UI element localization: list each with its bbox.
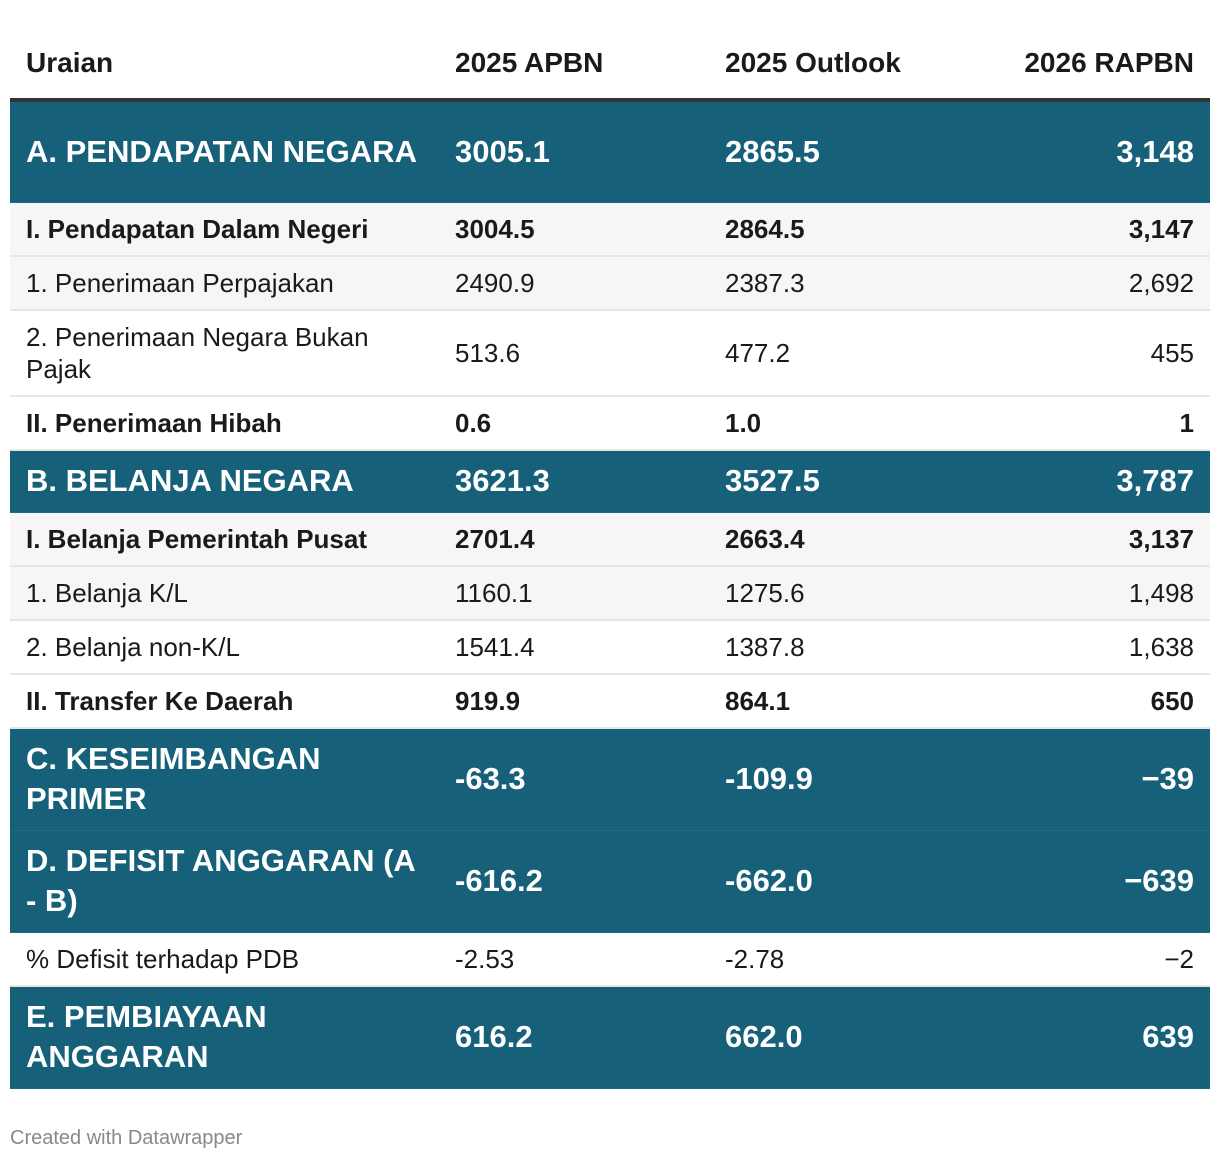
cell-2025-outlook: 2387.3 [709, 256, 979, 311]
cell-2026-rapbn: 650 [979, 674, 1210, 729]
cell-2025-outlook: 2864.5 [709, 202, 979, 257]
cell-2025-apbn: 2490.9 [439, 256, 709, 311]
cell-2025-apbn: 616.2 [439, 986, 709, 1089]
table-row: 1. Belanja K/L 1160.1 1275.6 1,498 [10, 566, 1210, 621]
budget-table-container: Uraian 2025 APBN 2025 Outlook 2026 RAPBN… [10, 28, 1210, 1089]
table-row: I. Belanja Pemerintah Pusat 2701.4 2663.4 3… [10, 512, 1210, 567]
cell-2026-rapbn: 1 [979, 396, 1210, 451]
cell-2025-apbn: -616.2 [439, 830, 709, 933]
cell-2025-apbn: 0.6 [439, 396, 709, 451]
header-2025-apbn[interactable]: 2025 APBN [439, 28, 709, 102]
table-row: II. Transfer Ke Daerah 919.9 864.1 650 [10, 674, 1210, 729]
table-row: A. PENDAPATAN NEGARA 3005.1 2865.5 3,148 [10, 100, 1210, 203]
cell-uraian: 2. Penerimaan Negara Bukan Pajak [10, 310, 439, 397]
cell-2025-outlook: 3527.5 [709, 450, 979, 513]
cell-2025-apbn: 513.6 [439, 310, 709, 397]
table-row: D. DEFISIT ANGGARAN (A - B) -616.2 -662.0−… [10, 830, 1210, 933]
cell-2026-rapbn: 1,638 [979, 620, 1210, 675]
cell-2025-apbn: -63.3 [439, 728, 709, 831]
header-uraian[interactable]: Uraian [10, 28, 439, 102]
cell-2026-rapbn: 639 [979, 986, 1210, 1089]
cell-uraian: C. KESEIMBANGAN PRIMER [10, 728, 439, 831]
cell-2026-rapbn: 2,692 [979, 256, 1210, 311]
table-row: I. Pendapatan Dalam Negeri 3004.5 2864.5 3,… [10, 202, 1210, 257]
cell-2025-outlook: -109.9 [709, 728, 979, 831]
cell-2025-apbn: 919.9 [439, 674, 709, 729]
cell-2025-apbn: 1541.4 [439, 620, 709, 675]
cell-2026-rapbn: −39 [979, 728, 1210, 831]
cell-uraian: II. Transfer Ke Daerah [10, 674, 439, 729]
cell-2025-outlook: 1275.6 [709, 566, 979, 621]
cell-uraian: A. PENDAPATAN NEGARA [10, 100, 439, 203]
cell-2025-apbn: 3005.1 [439, 100, 709, 203]
cell-2025-apbn: 2701.4 [439, 512, 709, 567]
cell-2026-rapbn: −2 [979, 932, 1210, 987]
datawrapper-credit: Created with Datawrapper [10, 1127, 243, 1149]
cell-2025-apbn: 1160.1 [439, 566, 709, 621]
cell-uraian: I. Belanja Pemerintah Pusat [10, 512, 439, 567]
table-row: 2. Penerimaan Negara Bukan Pajak 513.6 477… [10, 310, 1210, 397]
cell-uraian: B. BELANJA NEGARA [10, 450, 439, 513]
table-row: E. PEMBIAYAAN ANGGARAN 616.2 662.0 639 [10, 986, 1210, 1089]
cell-2026-rapbn: −639 [979, 830, 1210, 933]
cell-2026-rapbn: 3,787 [979, 450, 1210, 513]
header-2026-rapbn[interactable]: 2026 RAPBN [979, 28, 1210, 102]
header-2025-outlook[interactable]: 2025 Outlook [709, 28, 979, 102]
cell-2025-outlook: -662.0 [709, 830, 979, 933]
table-row: % Defisit terhadap PDB -2.53 -2.78 −2 [10, 932, 1210, 987]
cell-uraian: II. Penerimaan Hibah [10, 396, 439, 451]
cell-2025-outlook: 662.0 [709, 986, 979, 1089]
table-row: 1. Penerimaan Perpajakan 2490.9 2387.3 2,69… [10, 256, 1210, 311]
cell-2025-apbn: 3621.3 [439, 450, 709, 513]
cell-2025-outlook: 2663.4 [709, 512, 979, 567]
table-row: 2. Belanja non-K/L 1541.4 1387.8 1,638 [10, 620, 1210, 675]
cell-2025-outlook: -2.78 [709, 932, 979, 987]
cell-uraian: 2. Belanja non-K/L [10, 620, 439, 675]
table-row: II. Penerimaan Hibah 0.6 1.0 1 [10, 396, 1210, 451]
cell-uraian: 1. Penerimaan Perpajakan [10, 256, 439, 311]
cell-uraian: E. PEMBIAYAAN ANGGARAN [10, 986, 439, 1089]
table-row: C. KESEIMBANGAN PRIMER -63.3 -109.9 −39 [10, 728, 1210, 831]
cell-2026-rapbn: 455 [979, 310, 1210, 397]
table-body: A. PENDAPATAN NEGARA 3005.1 2865.5 3,148 I. … [10, 100, 1210, 1089]
cell-2026-rapbn: 3,147 [979, 202, 1210, 257]
table-row: B. BELANJA NEGARA 3621.3 3527.5 3,787 [10, 450, 1210, 513]
cell-2025-apbn: 3004.5 [439, 202, 709, 257]
cell-uraian: D. DEFISIT ANGGARAN (A - B) [10, 830, 439, 933]
cell-2025-outlook: 864.1 [709, 674, 979, 729]
cell-uraian: 1. Belanja K/L [10, 566, 439, 621]
budget-table: Uraian 2025 APBN 2025 Outlook 2026 RAPBN… [10, 28, 1210, 1089]
cell-2025-outlook: 1.0 [709, 396, 979, 451]
cell-2025-outlook: 1387.8 [709, 620, 979, 675]
cell-2026-rapbn: 3,148 [979, 100, 1210, 203]
header-row: Uraian 2025 APBN 2025 Outlook 2026 RAPBN [10, 28, 1210, 102]
cell-2026-rapbn: 3,137 [979, 512, 1210, 567]
cell-2025-apbn: -2.53 [439, 932, 709, 987]
cell-2026-rapbn: 1,498 [979, 566, 1210, 621]
cell-uraian: I. Pendapatan Dalam Negeri [10, 202, 439, 257]
cell-2025-outlook: 477.2 [709, 310, 979, 397]
cell-uraian: % Defisit terhadap PDB [10, 932, 439, 987]
cell-2025-outlook: 2865.5 [709, 100, 979, 203]
